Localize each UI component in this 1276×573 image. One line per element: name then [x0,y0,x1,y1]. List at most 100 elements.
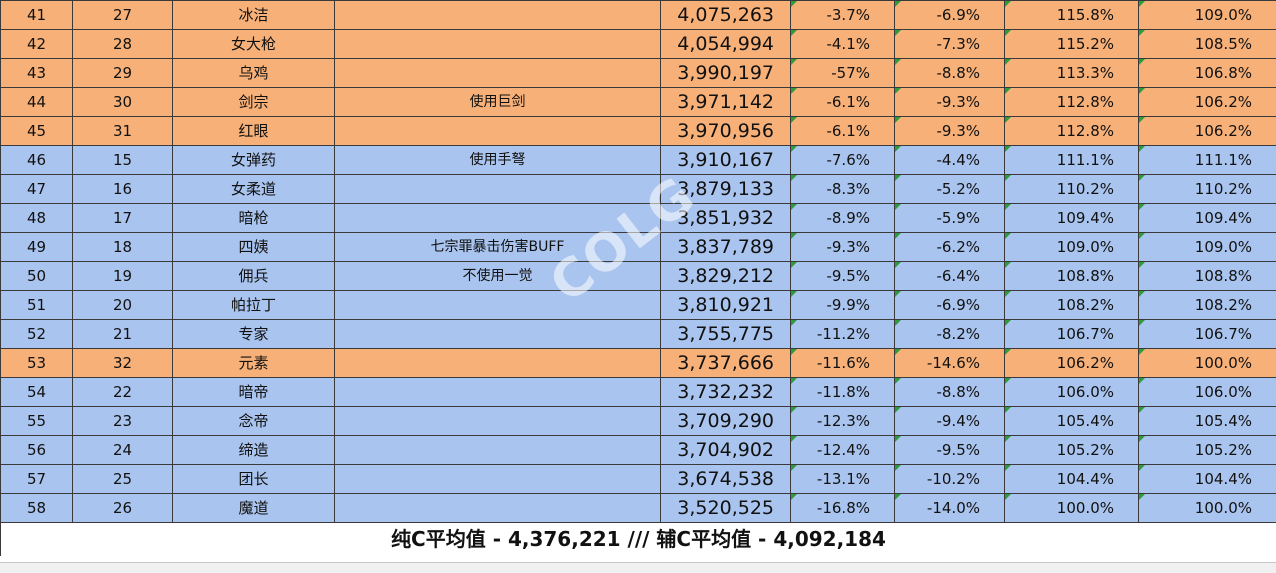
scrollbar-area[interactable] [0,562,1276,573]
ratio-pct-2-cell[interactable]: 105.2% [1139,436,1276,465]
sub-rank-cell[interactable]: 25 [73,465,173,494]
sub-rank-cell[interactable]: 19 [73,262,173,291]
ratio-pct-2-cell[interactable]: 104.4% [1139,465,1276,494]
diff-pct-2-cell[interactable]: -8.8% [895,378,1005,407]
sub-rank-cell[interactable]: 31 [73,117,173,146]
diff-pct-1-cell[interactable]: -57% [791,59,895,88]
class-name-cell[interactable]: 魔道 [173,494,335,523]
diff-pct-1-cell[interactable]: -8.9% [791,204,895,233]
ratio-pct-1-cell[interactable]: 110.2% [1005,175,1139,204]
diff-pct-1-cell[interactable]: -7.6% [791,146,895,175]
diff-pct-1-cell[interactable]: -11.8% [791,378,895,407]
ratio-pct-2-cell[interactable]: 106.7% [1139,320,1276,349]
ratio-pct-1-cell[interactable]: 106.7% [1005,320,1139,349]
class-name-cell[interactable]: 佣兵 [173,262,335,291]
ratio-pct-2-cell[interactable]: 106.2% [1139,117,1276,146]
ratio-pct-2-cell[interactable]: 108.5% [1139,30,1276,59]
damage-cell[interactable]: 3,755,775 [661,320,791,349]
rank-cell[interactable]: 58 [1,494,73,523]
class-name-cell[interactable]: 剑宗 [173,88,335,117]
ratio-pct-1-cell[interactable]: 112.8% [1005,88,1139,117]
ratio-pct-2-cell[interactable]: 100.0% [1139,494,1276,523]
note-cell[interactable]: 不使用一觉 [335,262,661,291]
class-name-cell[interactable]: 暗帝 [173,378,335,407]
ratio-pct-1-cell[interactable]: 109.0% [1005,233,1139,262]
rank-cell[interactable]: 42 [1,30,73,59]
average-summary[interactable]: 纯C平均值 - 4,376,221 /// 辅C平均值 - 4,092,184 [1,523,1276,557]
ratio-pct-1-cell[interactable]: 104.4% [1005,465,1139,494]
sub-rank-cell[interactable]: 21 [73,320,173,349]
diff-pct-1-cell[interactable]: -12.4% [791,436,895,465]
note-cell[interactable] [335,204,661,233]
damage-cell[interactable]: 3,810,921 [661,291,791,320]
diff-pct-2-cell[interactable]: -10.2% [895,465,1005,494]
diff-pct-1-cell[interactable]: -4.1% [791,30,895,59]
rank-cell[interactable]: 56 [1,436,73,465]
diff-pct-1-cell[interactable]: -13.1% [791,465,895,494]
ratio-pct-1-cell[interactable]: 112.8% [1005,117,1139,146]
rank-cell[interactable]: 55 [1,407,73,436]
diff-pct-1-cell[interactable]: -6.1% [791,88,895,117]
rank-cell[interactable]: 43 [1,59,73,88]
damage-cell[interactable]: 3,829,212 [661,262,791,291]
diff-pct-1-cell[interactable]: -9.5% [791,262,895,291]
ratio-pct-2-cell[interactable]: 111.1% [1139,146,1276,175]
diff-pct-2-cell[interactable]: -8.2% [895,320,1005,349]
ratio-pct-1-cell[interactable]: 115.2% [1005,30,1139,59]
damage-cell[interactable]: 3,709,290 [661,407,791,436]
diff-pct-2-cell[interactable]: -6.9% [895,291,1005,320]
sub-rank-cell[interactable]: 26 [73,494,173,523]
ratio-pct-1-cell[interactable]: 109.4% [1005,204,1139,233]
sub-rank-cell[interactable]: 29 [73,59,173,88]
diff-pct-2-cell[interactable]: -6.2% [895,233,1005,262]
sub-rank-cell[interactable]: 16 [73,175,173,204]
class-name-cell[interactable]: 女柔道 [173,175,335,204]
rank-cell[interactable]: 48 [1,204,73,233]
note-cell[interactable]: 七宗罪暴击伤害BUFF [335,233,661,262]
diff-pct-1-cell[interactable]: -8.3% [791,175,895,204]
note-cell[interactable] [335,436,661,465]
diff-pct-2-cell[interactable]: -7.3% [895,30,1005,59]
ratio-pct-2-cell[interactable]: 106.2% [1139,88,1276,117]
ratio-pct-2-cell[interactable]: 109.0% [1139,1,1276,30]
class-name-cell[interactable]: 专家 [173,320,335,349]
note-cell[interactable] [335,175,661,204]
note-cell[interactable] [335,1,661,30]
sub-rank-cell[interactable]: 22 [73,378,173,407]
class-name-cell[interactable]: 红眼 [173,117,335,146]
ratio-pct-1-cell[interactable]: 115.8% [1005,1,1139,30]
ratio-pct-1-cell[interactable]: 105.4% [1005,407,1139,436]
note-cell[interactable] [335,30,661,59]
sub-rank-cell[interactable]: 23 [73,407,173,436]
diff-pct-2-cell[interactable]: -14.6% [895,349,1005,378]
ratio-pct-1-cell[interactable]: 105.2% [1005,436,1139,465]
class-name-cell[interactable]: 暗枪 [173,204,335,233]
diff-pct-2-cell[interactable]: -4.4% [895,146,1005,175]
class-name-cell[interactable]: 乌鸡 [173,59,335,88]
damage-cell[interactable]: 3,732,232 [661,378,791,407]
damage-cell[interactable]: 3,737,666 [661,349,791,378]
diff-pct-1-cell[interactable]: -11.6% [791,349,895,378]
ratio-pct-1-cell[interactable]: 106.0% [1005,378,1139,407]
class-name-cell[interactable]: 缔造 [173,436,335,465]
note-cell[interactable] [335,349,661,378]
damage-cell[interactable]: 4,075,263 [661,1,791,30]
damage-cell[interactable]: 3,990,197 [661,59,791,88]
note-cell[interactable] [335,320,661,349]
rank-cell[interactable]: 51 [1,291,73,320]
damage-cell[interactable]: 3,971,142 [661,88,791,117]
rank-cell[interactable]: 45 [1,117,73,146]
note-cell[interactable] [335,407,661,436]
ratio-pct-2-cell[interactable]: 105.4% [1139,407,1276,436]
rank-cell[interactable]: 49 [1,233,73,262]
note-cell[interactable]: 使用巨剑 [335,88,661,117]
ratio-pct-1-cell[interactable]: 106.2% [1005,349,1139,378]
ratio-pct-2-cell[interactable]: 100.0% [1139,349,1276,378]
diff-pct-2-cell[interactable]: -9.3% [895,117,1005,146]
note-cell[interactable] [335,291,661,320]
damage-cell[interactable]: 3,520,525 [661,494,791,523]
rank-cell[interactable]: 53 [1,349,73,378]
damage-cell[interactable]: 3,837,789 [661,233,791,262]
ratio-pct-2-cell[interactable]: 108.2% [1139,291,1276,320]
damage-cell[interactable]: 4,054,994 [661,30,791,59]
